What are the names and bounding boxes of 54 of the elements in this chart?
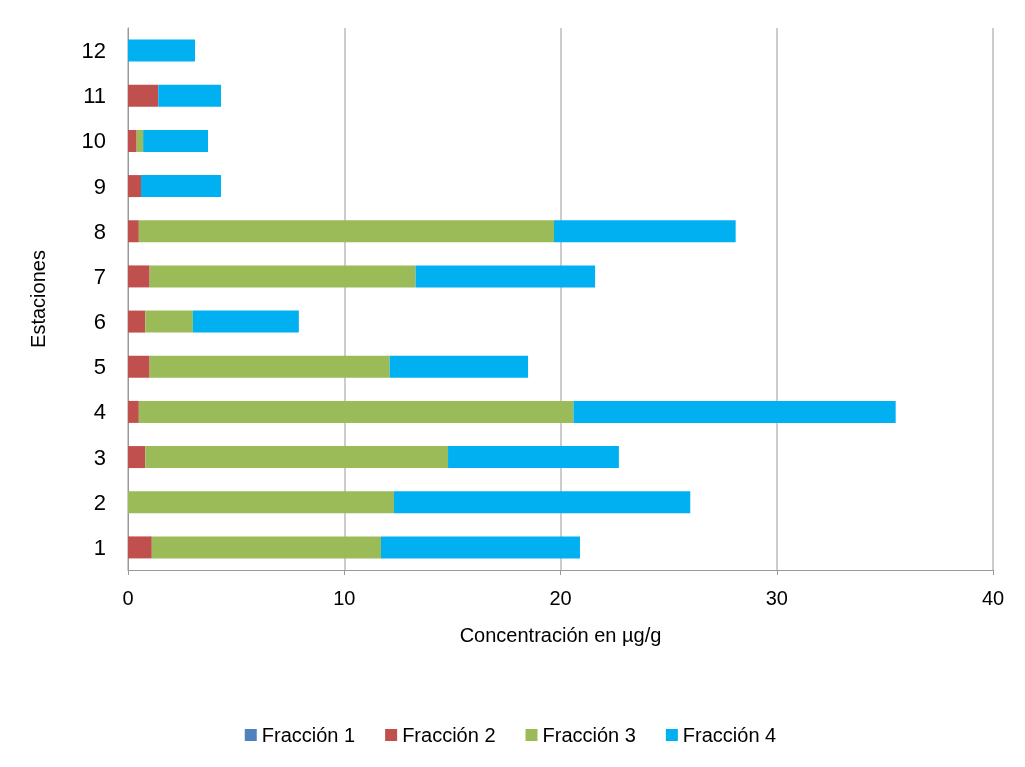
bar [128, 220, 139, 243]
bar [136, 129, 144, 152]
bar [128, 400, 139, 423]
y-tick-label: 7 [93, 263, 106, 289]
bar [128, 310, 146, 333]
bar [128, 446, 146, 469]
bar [143, 129, 209, 152]
x-tick-label: 10 [333, 587, 356, 609]
bar [138, 220, 555, 243]
bar [192, 310, 299, 333]
bar [151, 536, 382, 559]
x-tick-label: 30 [765, 587, 788, 609]
x-tick-label: 40 [981, 587, 1005, 609]
bar [128, 175, 141, 198]
legend-label: Fracción 2 [402, 724, 496, 746]
bar [140, 175, 221, 198]
bar [393, 491, 691, 514]
y-axis-title: Estaciones [27, 250, 49, 348]
bar [138, 400, 574, 423]
bar [128, 39, 196, 62]
bar [128, 491, 394, 514]
x-tick-label: 20 [549, 587, 572, 609]
bar [381, 536, 580, 559]
y-tick-label: 5 [93, 354, 106, 380]
bar [128, 84, 159, 107]
bar [158, 84, 221, 107]
bar [389, 355, 529, 378]
bar [128, 536, 152, 559]
bar [128, 129, 137, 152]
y-tick-label: 9 [93, 173, 106, 199]
y-tick-label: 6 [93, 309, 106, 335]
y-tick-label: 4 [93, 399, 106, 425]
y-tick-label: 2 [93, 489, 106, 515]
bar [415, 265, 596, 288]
bar [149, 265, 416, 288]
x-tick-label: 0 [122, 587, 134, 609]
y-tick-label: 8 [93, 218, 106, 244]
bar [448, 446, 619, 469]
bar [149, 355, 390, 378]
bar [128, 265, 150, 288]
bar [145, 310, 193, 333]
y-tick-label: 1 [93, 534, 106, 560]
legend-label: Fracción 1 [261, 724, 356, 746]
x-axis-title: Concentración en µg/g [459, 624, 662, 646]
bar [554, 220, 736, 243]
legend-label: Fracción 4 [682, 724, 777, 746]
bar [145, 446, 449, 469]
y-tick-label: 3 [93, 444, 106, 470]
y-tick-label: 11 [83, 83, 106, 109]
bar [128, 355, 150, 378]
y-tick-label: 12 [81, 38, 106, 64]
y-tick-label: 10 [81, 128, 106, 154]
bar [573, 400, 896, 423]
legend-label: Fracción 3 [542, 724, 636, 746]
